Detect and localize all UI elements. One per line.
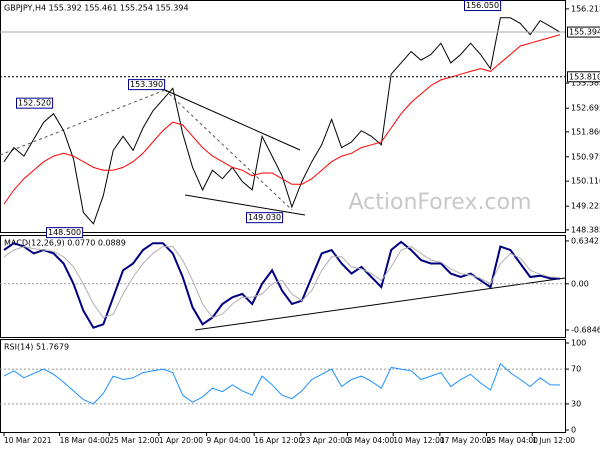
x-tick-label: 16 Apr 12:00 [254,436,303,445]
annotation-box [464,0,502,12]
annotation-box [246,212,284,224]
series-line [3,246,561,319]
price-label-box [567,71,600,83]
annotation-box [46,227,84,239]
y-tick-label: 152.695 [571,104,600,113]
panel-title: MACD(12,26,9) 0.0770 0.0889 [4,239,126,248]
trendline [164,89,293,211]
annotation-box [128,79,166,91]
x-tick-label: 10 May 12:00 [393,436,445,445]
x-tick-label: 1 Apr 20:00 [159,436,203,445]
y-tick-label: -0.6846 [571,326,600,335]
annotation: 149.030 [248,213,281,222]
y-tick-label: 153.585 [571,79,600,88]
x-tick-label: 3 May 04:00 [348,436,395,445]
x-tick-label: 9 Apr 04:00 [207,436,251,445]
macd-panel [0,235,566,338]
x-tick-label: 23 Apr 20:00 [301,436,350,445]
series-line [3,34,561,205]
y-tick-label: 30 [571,399,581,408]
y-tick-label: 0.6342 [571,236,599,245]
x-tick-label: 17 May 20:00 [440,436,492,445]
y-tick-label: 150.110 [571,177,600,186]
trendline [164,89,301,151]
watermark: ActionForex.com [349,190,532,215]
x-tick-label: 1 Jun 12:00 [532,436,575,445]
annotation: 156.050 [466,1,499,10]
x-tick-label: 25 May 04:00 [487,436,539,445]
price-label: 155.394 [569,28,600,37]
x-tick-label: 18 Mar 04:00 [60,436,110,445]
panel-title: RSI(14) 51.7679 [4,343,69,352]
x-tick-label: 10 Mar 2021 [4,436,52,445]
annotation: 153.390 [130,80,163,89]
y-tick-label: 156.215 [571,4,600,13]
trendline [194,277,566,331]
y-tick-label: 0 [571,426,576,435]
annotation: 152.520 [18,99,51,108]
price-label: 153.810 [569,72,600,81]
x-tick-label: 25 Mar 12:00 [109,436,159,445]
trendline [184,194,306,216]
y-tick-label: 151.860 [571,127,600,136]
series-line [3,363,561,405]
annotation: 148.500 [48,228,81,237]
y-tick-label: 149.225 [571,202,600,211]
series-line [3,17,561,225]
y-tick-label: 150.975 [571,152,600,161]
y-tick-label: 70 [571,365,581,374]
price-label-box [567,26,600,38]
annotation-box [16,97,54,109]
price-panel [0,0,566,233]
panel-title: GBPJPY,H4 155.392 155.461 155.254 155.39… [4,4,189,13]
rsi-panel [0,339,566,433]
y-tick-label: 0.00 [571,279,589,288]
y-tick-label: 148.385 [571,225,600,234]
y-tick-label: 100 [571,339,586,348]
